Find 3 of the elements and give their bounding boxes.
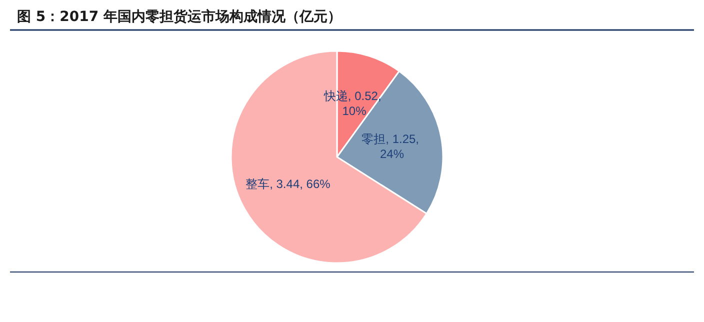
slice-label: 零担, 1.25, 24% [362, 132, 422, 161]
chart-title: 图 5：2017 年国内零担货运市场构成情况（亿元） [17, 8, 342, 25]
slice-label: 整车, 3.44, 66% [246, 177, 331, 192]
